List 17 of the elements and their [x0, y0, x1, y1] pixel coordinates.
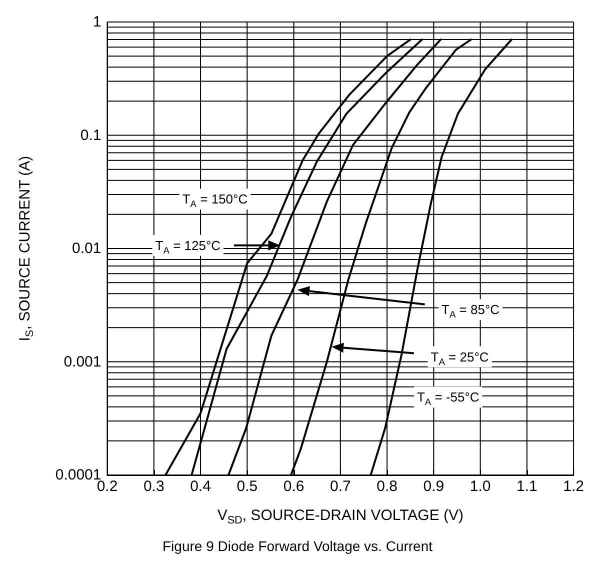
x-tick-label: 0.5 [236, 478, 258, 495]
x-tick-label: 0.9 [423, 478, 444, 495]
text: Figure 9 Diode Forward Voltage vs. Current [162, 538, 433, 554]
x-tick-label: 1.0 [470, 478, 491, 495]
y-tick-label: 0.1 [80, 126, 102, 144]
y-tick-label: 1 [92, 14, 102, 30]
x-tick-label: 0.4 [190, 478, 211, 495]
x-tick-label: 0.3 [143, 478, 164, 495]
y-tick-label: 0.01 [72, 240, 102, 257]
y-axis-title: IS, SOURCE CURRENT (A) [16, 156, 36, 342]
x-tick-label: 0.2 [96, 478, 118, 495]
x-tick-label: 0.7 [330, 478, 351, 495]
x-tick-label: 0.6 [283, 478, 304, 495]
x-tick-label: 1.2 [563, 478, 584, 495]
x-tick-label: 1.1 [516, 478, 538, 495]
x-tick-label: 0.8 [376, 478, 398, 495]
y-tick-label: 0.001 [64, 353, 102, 370]
